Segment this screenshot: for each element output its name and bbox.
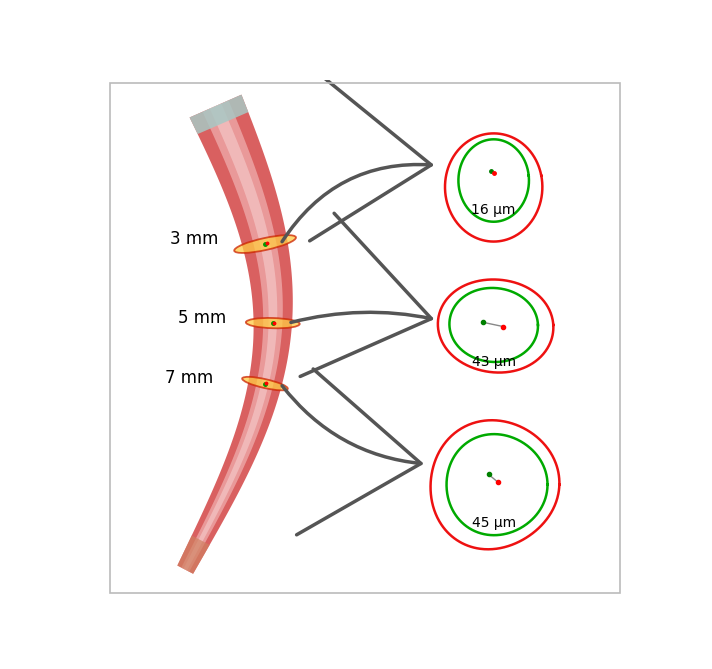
Polygon shape (177, 535, 209, 574)
Text: 45 μm: 45 μm (471, 516, 515, 530)
Polygon shape (184, 104, 277, 571)
FancyArrowPatch shape (282, 74, 431, 242)
Ellipse shape (246, 318, 300, 328)
Text: 3 mm: 3 mm (170, 230, 219, 248)
Text: 16 μm: 16 μm (471, 203, 516, 217)
Text: 5 mm: 5 mm (178, 309, 226, 327)
Text: 7 mm: 7 mm (165, 369, 214, 387)
Ellipse shape (242, 377, 288, 390)
FancyArrowPatch shape (282, 369, 421, 535)
Polygon shape (182, 100, 283, 572)
Ellipse shape (234, 235, 296, 253)
Polygon shape (177, 94, 293, 574)
Text: 43 μm: 43 μm (471, 355, 515, 369)
Polygon shape (189, 94, 248, 134)
FancyArrowPatch shape (291, 213, 431, 377)
